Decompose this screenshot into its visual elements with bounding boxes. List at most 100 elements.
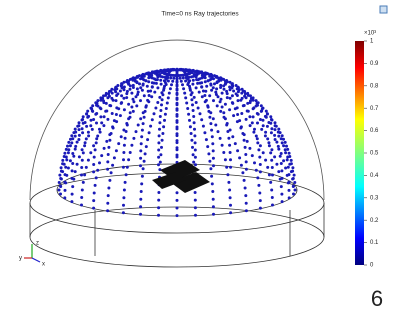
ray-point xyxy=(69,159,72,162)
ray-point xyxy=(194,191,197,194)
ray-point xyxy=(132,100,135,103)
ray-point xyxy=(139,205,142,208)
ray-point xyxy=(82,151,85,154)
ray-point xyxy=(193,134,196,137)
ray-point xyxy=(142,122,145,125)
ray-point xyxy=(270,127,273,130)
ray-point xyxy=(288,181,291,184)
ray-point xyxy=(85,125,88,128)
ray-point xyxy=(244,194,247,197)
ray-point xyxy=(229,166,232,169)
ray-point xyxy=(226,130,229,133)
ray-point xyxy=(212,157,215,160)
ray-point xyxy=(142,167,145,170)
ray-point xyxy=(71,152,74,155)
ray-point xyxy=(194,199,197,202)
ray-point xyxy=(260,109,263,112)
ray-point xyxy=(122,158,125,161)
ray-point xyxy=(64,189,67,192)
ray-point xyxy=(207,152,210,155)
window-icon[interactable] xyxy=(380,6,387,13)
ray-point xyxy=(74,131,77,134)
ray-point xyxy=(252,115,255,118)
ray-point xyxy=(200,118,203,121)
ray-point xyxy=(144,79,147,82)
ray-point xyxy=(159,109,162,112)
ray-point xyxy=(270,131,273,134)
ray-point xyxy=(145,145,148,148)
ray-point xyxy=(63,181,66,184)
ray-point xyxy=(243,179,246,182)
ray-point xyxy=(193,128,196,131)
ray-point xyxy=(256,141,259,144)
ray-point xyxy=(240,164,243,167)
ray-point xyxy=(130,106,133,109)
ray-point xyxy=(245,168,248,171)
ray-point xyxy=(221,106,224,109)
ray-point xyxy=(151,118,154,121)
ray-point xyxy=(259,207,262,210)
ray-point xyxy=(156,70,159,73)
ray-point xyxy=(232,114,235,117)
ray-point xyxy=(76,163,79,166)
ray-point xyxy=(235,84,238,87)
ray-point xyxy=(95,137,98,140)
ray-point xyxy=(176,115,179,118)
ray-point xyxy=(122,166,125,169)
ray-point xyxy=(176,93,179,96)
ray-point xyxy=(252,106,255,109)
ray-point xyxy=(120,102,123,105)
ray-point xyxy=(160,103,163,106)
ray-point xyxy=(205,99,208,102)
ray-point xyxy=(71,169,74,172)
ray-point xyxy=(208,160,211,163)
ray-point xyxy=(111,92,114,95)
ray-point xyxy=(212,205,215,208)
ray-point xyxy=(117,142,120,145)
ray-point xyxy=(80,204,83,207)
ray-point xyxy=(265,110,268,113)
ray-point xyxy=(211,142,214,145)
ray-point xyxy=(206,145,209,148)
ray-point xyxy=(212,213,215,216)
ray-point xyxy=(275,163,278,166)
ray-point xyxy=(246,140,249,143)
ray-point xyxy=(103,147,106,150)
ray-point xyxy=(219,137,222,140)
ray-point xyxy=(170,83,173,86)
ray-point xyxy=(204,80,207,83)
ray-point xyxy=(123,86,126,89)
ray-point xyxy=(280,193,283,196)
ray-point xyxy=(204,76,207,79)
ray-point xyxy=(93,156,96,159)
ray-point xyxy=(145,104,148,107)
ray-point xyxy=(281,177,284,180)
ray-point xyxy=(150,95,153,98)
ray-point xyxy=(209,167,212,170)
ray-point xyxy=(228,144,231,147)
ray-point xyxy=(193,96,196,99)
ray-point xyxy=(176,191,179,194)
ray-point xyxy=(70,200,73,203)
ray-point xyxy=(110,171,113,174)
ray-point xyxy=(156,75,159,78)
ray-point xyxy=(115,99,118,102)
ray-point xyxy=(244,153,247,156)
ray-point xyxy=(139,149,142,152)
ray-point xyxy=(284,148,287,151)
ray-point xyxy=(222,111,225,114)
ray-point xyxy=(246,92,249,95)
ray-point xyxy=(92,199,95,202)
ray-point xyxy=(219,110,222,113)
ray-point xyxy=(81,159,84,162)
ray-point xyxy=(236,113,239,116)
ray-point xyxy=(144,152,147,155)
ray-point xyxy=(211,190,214,193)
ray-point xyxy=(161,139,164,142)
ray-point xyxy=(140,190,143,193)
ray-point xyxy=(176,121,179,124)
ray-point xyxy=(236,94,239,97)
ray-point xyxy=(245,96,248,99)
colorbar-tick-label: 0.4 xyxy=(370,173,379,179)
ray-point xyxy=(84,141,87,144)
